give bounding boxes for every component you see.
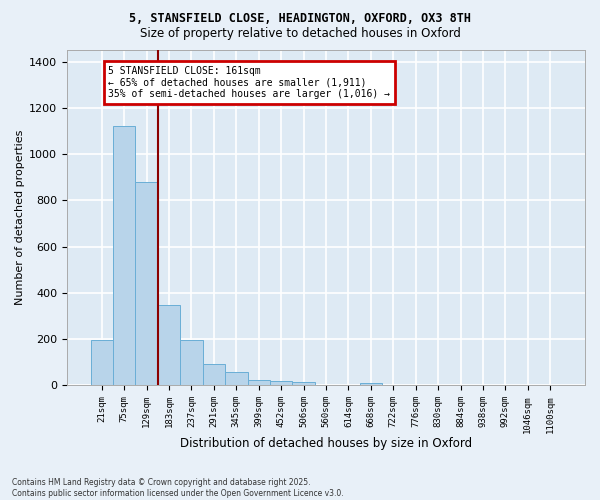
Bar <box>113 126 136 386</box>
Bar <box>136 182 158 386</box>
Bar <box>91 340 113 386</box>
Bar <box>248 380 270 386</box>
Bar <box>270 382 292 386</box>
Bar <box>203 364 225 386</box>
Text: 5, STANSFIELD CLOSE, HEADINGTON, OXFORD, OX3 8TH: 5, STANSFIELD CLOSE, HEADINGTON, OXFORD,… <box>129 12 471 26</box>
Bar <box>180 340 203 386</box>
Text: Contains HM Land Registry data © Crown copyright and database right 2025.
Contai: Contains HM Land Registry data © Crown c… <box>12 478 344 498</box>
Text: Size of property relative to detached houses in Oxford: Size of property relative to detached ho… <box>140 28 460 40</box>
Bar <box>158 304 180 386</box>
Bar <box>225 372 248 386</box>
Y-axis label: Number of detached properties: Number of detached properties <box>15 130 25 306</box>
Bar <box>359 382 382 386</box>
Text: 5 STANSFIELD CLOSE: 161sqm
← 65% of detached houses are smaller (1,911)
35% of s: 5 STANSFIELD CLOSE: 161sqm ← 65% of deta… <box>109 66 391 100</box>
Bar <box>292 382 315 386</box>
X-axis label: Distribution of detached houses by size in Oxford: Distribution of detached houses by size … <box>180 437 472 450</box>
